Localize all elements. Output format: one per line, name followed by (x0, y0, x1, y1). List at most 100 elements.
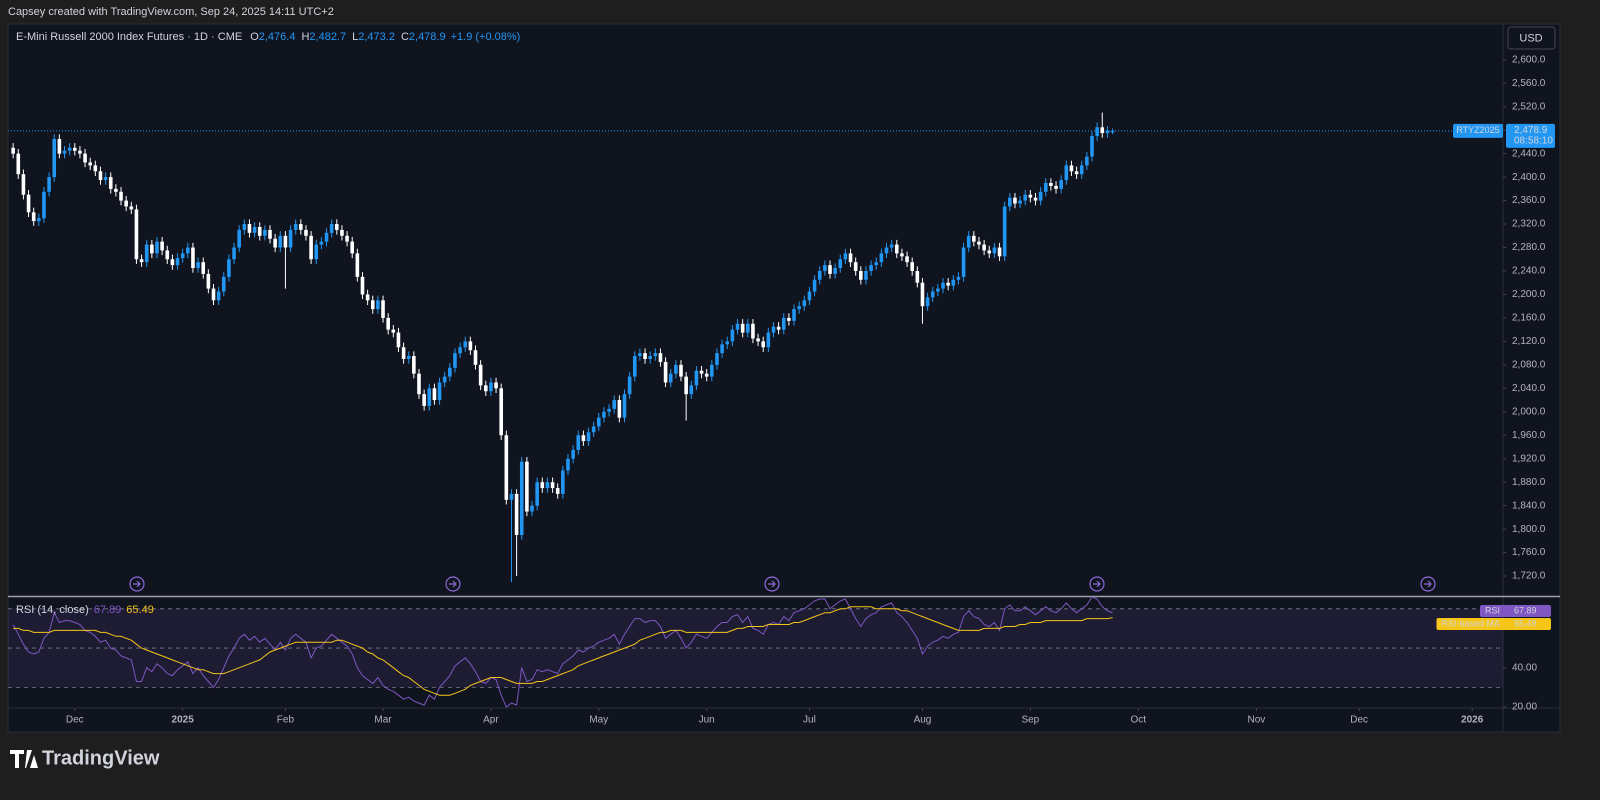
candle-body (555, 488, 560, 494)
candle-body (170, 259, 175, 266)
candle-body (530, 505, 534, 512)
candle-body (740, 323, 745, 333)
y-tick-label: 2,360.0 (1512, 195, 1546, 206)
candle-body (1038, 191, 1043, 201)
y-tick-label: 2,400.0 (1512, 172, 1546, 183)
candle-body (663, 361, 668, 383)
candle-body (232, 247, 236, 260)
candle-body (859, 270, 863, 280)
candle-body (910, 262, 914, 271)
symbol-tag-label: RTYZ2025 (1456, 125, 1499, 135)
candle-body (1100, 127, 1105, 134)
candle-body (340, 229, 344, 236)
x-tick-label: Aug (914, 715, 932, 726)
candle-body (576, 435, 581, 450)
candle-body (52, 138, 57, 178)
candle-body (874, 262, 879, 266)
candle-body (504, 435, 509, 500)
candle-body (951, 279, 956, 286)
y-tick-label: 2,560.0 (1512, 78, 1546, 89)
event-icon[interactable] (129, 576, 145, 592)
candle-body (648, 356, 652, 359)
candle-body (514, 493, 519, 535)
candle-body (299, 224, 303, 230)
candle-body (268, 229, 272, 239)
candle-body (946, 282, 950, 286)
candle-body (591, 426, 596, 433)
candle-body (221, 276, 226, 292)
candle-body (787, 317, 791, 321)
candle-body (196, 262, 200, 269)
candle-body (288, 229, 293, 248)
candle-body (853, 262, 858, 271)
candle-body (1018, 200, 1022, 204)
candle-body (550, 482, 555, 489)
y-tick-label: 2,440.0 (1512, 148, 1546, 159)
candle-body (1028, 194, 1033, 198)
candle-body (155, 241, 159, 254)
candle-body (165, 250, 170, 260)
event-icon[interactable] (445, 576, 461, 592)
y-tick-label: 2,160.0 (1512, 313, 1546, 324)
event-icons (129, 576, 1436, 592)
candle-body (1069, 165, 1074, 172)
rsi-tag-name: RSI (1485, 605, 1500, 615)
candle-body (817, 270, 822, 280)
candle-body (1105, 130, 1110, 134)
candle-body (134, 209, 139, 260)
candle-body (632, 356, 637, 377)
candle-body (941, 282, 945, 289)
candle-body (930, 291, 935, 298)
candle-body (581, 435, 586, 442)
y-tick-label: 1,880.0 (1512, 477, 1546, 488)
rsi-legend-title: RSI (14, close) (16, 604, 89, 616)
event-icon[interactable] (1089, 576, 1105, 592)
legend-key: H (301, 31, 309, 43)
currency-button[interactable] (1507, 26, 1556, 50)
y-tick-label: 1,720.0 (1512, 571, 1546, 582)
candle-body (1095, 127, 1099, 137)
candle-body (1074, 171, 1079, 175)
event-icon[interactable] (764, 576, 780, 592)
candle-body (900, 253, 904, 257)
candle-body (966, 235, 971, 248)
rsi-tag (1479, 605, 1551, 617)
candle-body (211, 288, 216, 301)
rsi-tag (1436, 618, 1551, 630)
currency-label: USD (1519, 32, 1542, 44)
candle-body (894, 244, 899, 254)
candle-body (381, 300, 385, 318)
event-icon[interactable] (1420, 576, 1436, 592)
candle-body (936, 288, 940, 292)
candle-body (78, 150, 82, 154)
x-tick-label: Apr (483, 715, 499, 726)
candle-body (489, 382, 493, 392)
candle-body (1079, 165, 1084, 175)
candle-body (283, 235, 288, 248)
candle-body (108, 177, 113, 189)
y-tick-label: 2,520.0 (1512, 101, 1546, 112)
candle-body (977, 241, 981, 245)
candle-body (103, 177, 108, 181)
candle-body (31, 212, 36, 222)
candle-body (247, 224, 252, 233)
candle-body (571, 449, 575, 459)
y-tick-label: 2,080.0 (1512, 359, 1546, 370)
candle-body (360, 276, 365, 295)
candle-body (668, 373, 673, 383)
y-tick-label: 2,200.0 (1512, 289, 1546, 300)
candle-body (216, 291, 221, 301)
y-tick-label: 2,240.0 (1512, 266, 1546, 277)
candle-body (889, 244, 894, 248)
candle-body (766, 332, 771, 348)
candle-body (160, 241, 164, 251)
candle-body (566, 458, 570, 471)
candle-body (180, 253, 185, 259)
rsi-tag-value: 65.49 (1514, 618, 1537, 628)
candle-body (67, 147, 72, 151)
candle-body (401, 347, 406, 359)
candle-body (725, 341, 730, 345)
candle-body (314, 244, 319, 260)
logo-mark (10, 750, 38, 768)
y-tick-label: 2,120.0 (1512, 336, 1546, 347)
